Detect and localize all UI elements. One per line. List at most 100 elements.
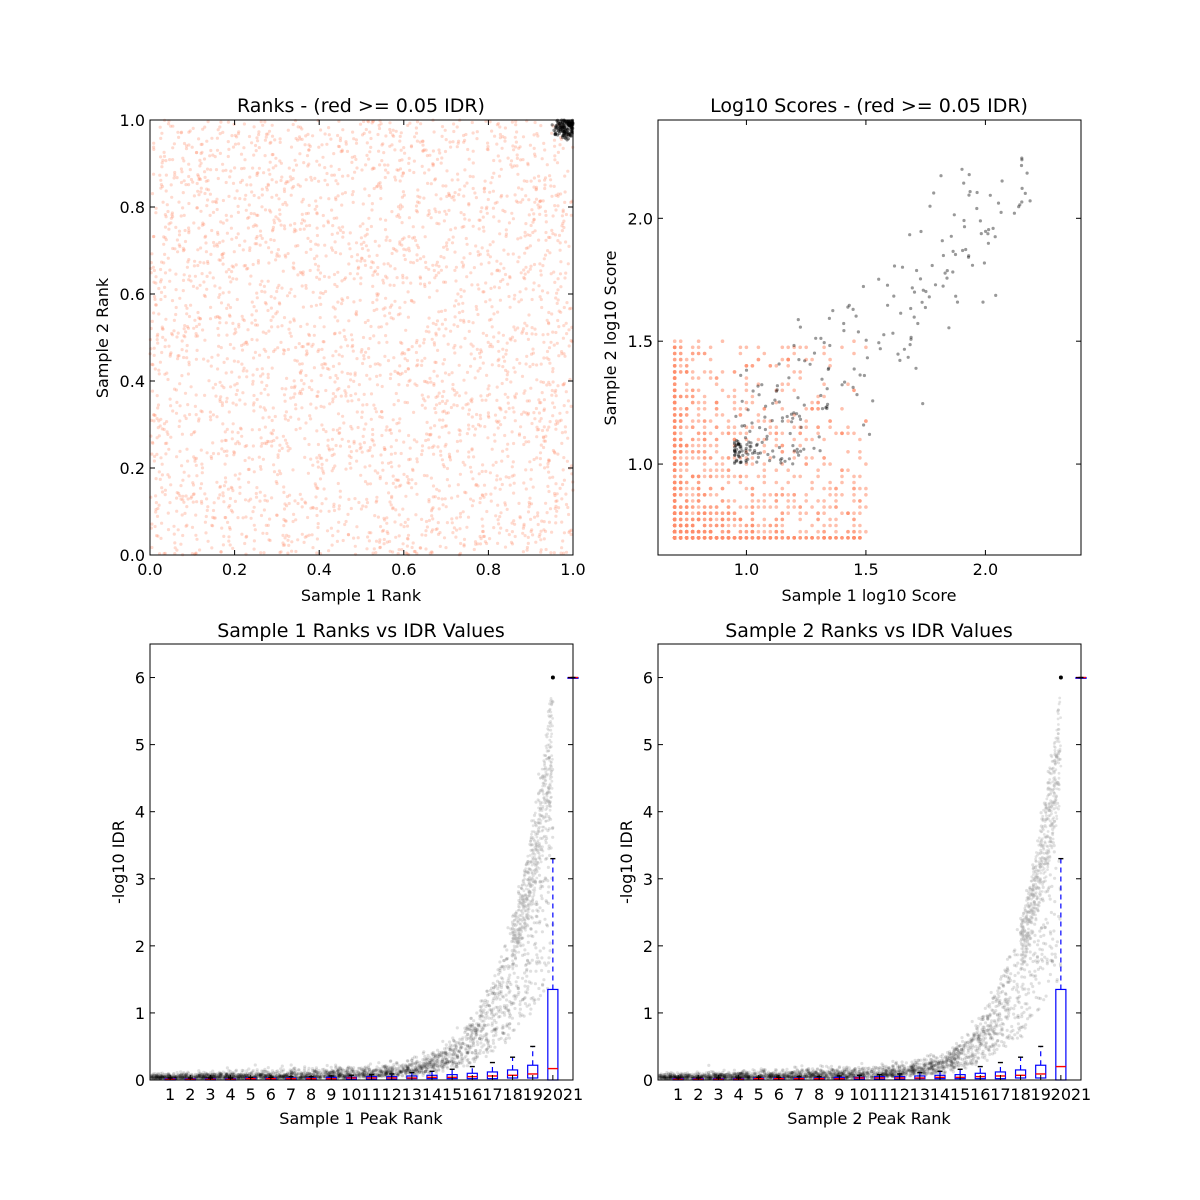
rank-point-red [443,497,447,501]
rank-point-red [477,227,481,231]
rank-point-red [256,213,260,217]
rank-point-red [498,232,502,236]
rank-point-red [261,416,265,420]
score-point-red [816,425,820,430]
rank-point-red [444,546,448,550]
rank-point-red [436,521,440,525]
rank-point-red [557,354,561,358]
rank-point-red [488,344,492,349]
rank-point-red [192,326,196,330]
rank-point-red [402,146,406,150]
rank-point-red [434,193,438,197]
rank-point-red [435,527,439,531]
rank-point-red [564,321,568,325]
rank-point-red [245,444,249,448]
rank-point-red [344,391,348,395]
rank-point-red [365,403,369,407]
rank-point-red [266,376,270,380]
rank-point-red [322,362,326,366]
score-point-red [816,511,820,515]
rank-point-red [516,172,520,176]
score-point-red [714,468,719,473]
score-point-red [696,345,701,350]
rank-point-red [457,139,461,143]
score-point-black [921,402,925,406]
rank-point-red [525,545,530,550]
rank-point-red [481,493,485,498]
score-point-red [678,351,683,356]
rank-point-red [439,449,443,453]
rank-point-red [330,246,334,250]
rank-point-red [409,144,414,148]
rank-point-red [154,501,158,505]
rank-point-red [400,174,404,178]
rank-point-red [548,420,552,424]
rank-point-red [543,148,547,152]
rank-point-red [436,348,440,352]
rank-point-red [365,153,369,157]
rank-point-red [464,491,468,495]
rank-point-red [180,464,184,468]
score-point-red [774,529,779,534]
rank-point-red [553,158,557,162]
rank-point-red [508,276,512,280]
rank-point-red [247,499,251,503]
rank-point-red [272,470,277,474]
rank-point-red [434,411,438,415]
rank-point-red [370,454,374,458]
score-point-red [684,456,689,460]
rank-point-red [234,403,238,407]
rank-point-red [341,230,345,235]
rank-point-red [425,474,429,478]
rank-point-red [204,179,208,183]
rank-point-red [363,480,368,484]
rank-point-red [265,188,269,192]
score-point-red [690,400,695,405]
rank-point-red [498,477,502,481]
rank-point-red [478,355,482,359]
rank-point-red [342,421,346,425]
score-point-red [708,370,713,374]
rank-point-red [200,272,204,276]
rank-point-red [283,543,287,547]
rank-point-red [258,405,262,409]
rank-point-red [218,493,222,497]
score-point-red [732,407,737,411]
rank-point-red [229,226,233,230]
score-point-black [819,393,823,398]
rank-point-red [340,148,344,152]
rank-point-red [416,363,420,367]
rank-point-red [542,439,546,443]
score-point-black [867,432,872,436]
rank-point-red [324,289,328,294]
rank-point-red [201,328,205,332]
rank-point-red [181,206,185,210]
rank-point-red [176,130,180,134]
rank-point-red [540,428,545,433]
rank-point-red [430,514,434,518]
rank-point-red [264,349,268,353]
rank-point-red [255,213,259,217]
score-point-red [858,536,862,540]
rank-point-red [452,388,456,393]
rank-point-red [470,448,474,452]
rank-point-red [306,236,310,240]
score-point-red [720,511,725,515]
score-point-red [708,511,713,515]
rank-point-red [150,522,154,526]
rank-point-red [214,394,218,398]
rank-point-red [484,207,488,211]
score-point-black [796,396,800,400]
score-point-red [810,486,814,491]
rank-point-red [541,199,545,203]
rank-point-red [488,298,492,302]
rank-point-red [230,134,234,138]
rank-point-red [255,173,259,177]
rank-point-red [289,145,294,149]
rank-point-red [397,513,401,517]
rank-point-red [562,305,566,310]
rank-point-red [567,344,571,348]
score-point-red [678,529,683,534]
rank-point-red [248,248,252,253]
rank-point-red [200,462,204,466]
